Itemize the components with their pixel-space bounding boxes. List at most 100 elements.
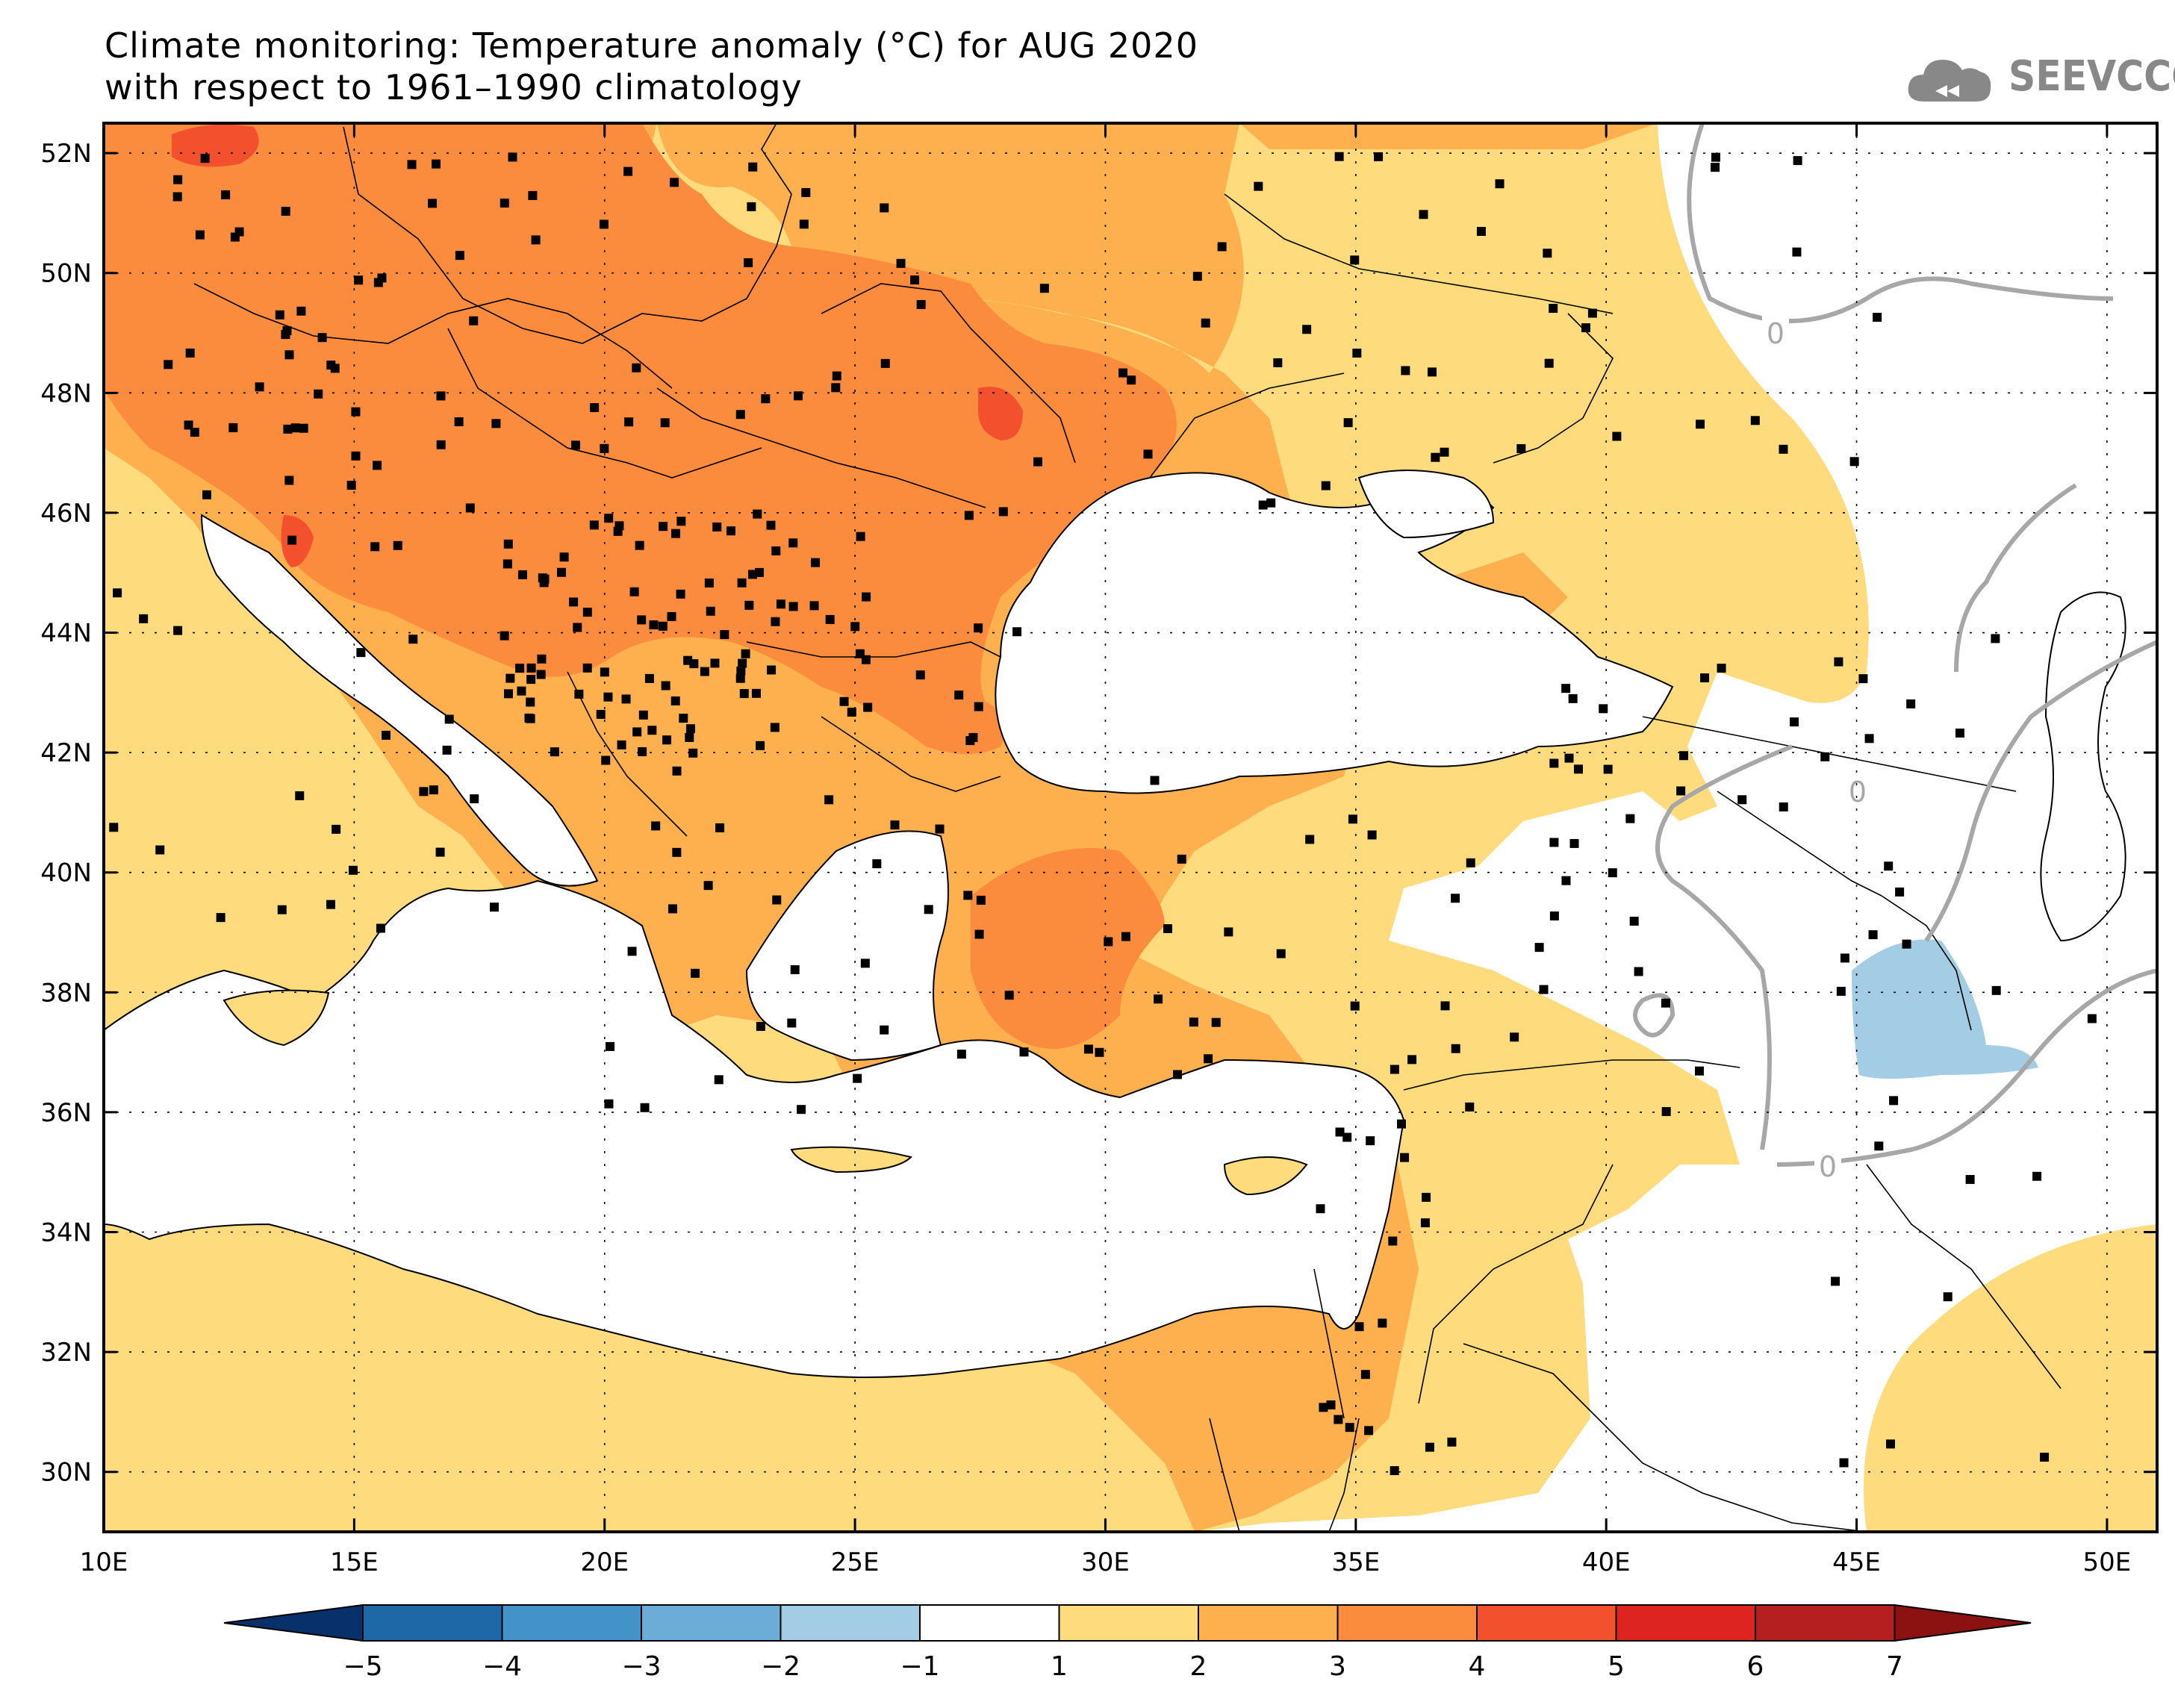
colorbar-bin: [1894, 1603, 2032, 1642]
station-marker: [603, 692, 613, 702]
lon-tick-label: 50E: [2083, 1548, 2132, 1577]
station-marker: [370, 542, 380, 552]
station-marker: [1676, 786, 1686, 796]
station-marker: [155, 845, 165, 855]
station-marker: [537, 654, 547, 664]
cloud-icon: [1908, 60, 1991, 102]
station-marker: [1465, 1102, 1475, 1112]
station-marker: [373, 461, 382, 470]
station-marker: [1401, 366, 1410, 375]
station-marker: [640, 1103, 650, 1112]
station-marker: [382, 730, 391, 740]
station-marker: [676, 589, 685, 599]
station-marker: [526, 675, 536, 685]
station-marker: [442, 745, 452, 755]
station-marker: [500, 198, 509, 208]
station-marker: [632, 727, 642, 737]
station-marker: [1095, 1047, 1104, 1057]
station-marker: [216, 913, 225, 923]
station-marker: [736, 666, 746, 676]
station-marker: [287, 535, 297, 545]
station-marker: [1427, 367, 1437, 377]
station-marker: [230, 232, 240, 242]
axis-ticks: 10E 15E 20E 25E 30E 35E 40E 45E 50E 52N 50N 48N 46N 4…: [40, 123, 2157, 1577]
station-marker: [517, 570, 527, 579]
station-marker: [748, 162, 758, 172]
station-marker: [976, 895, 986, 905]
station-marker: [896, 258, 906, 268]
station-marker: [772, 895, 782, 905]
station-marker: [756, 1021, 765, 1031]
station-marker: [613, 526, 623, 536]
station-marker: [1678, 751, 1688, 761]
station-marker: [536, 670, 546, 679]
station-marker: [589, 520, 599, 530]
colorbar-label: −1: [900, 1651, 939, 1682]
station-marker: [1012, 627, 1022, 637]
station-marker: [704, 578, 714, 587]
station-marker: [1839, 1458, 1849, 1468]
station-marker: [1204, 1054, 1213, 1064]
station-marker: [1390, 1065, 1399, 1074]
station-marker: [766, 520, 776, 530]
station-marker: [627, 947, 637, 956]
station-marker: [831, 383, 841, 393]
station-marker: [801, 187, 811, 197]
anomaly-4-5-b: [978, 387, 1023, 440]
station-marker: [776, 599, 785, 609]
station-marker: [1793, 156, 1802, 166]
station-marker: [1083, 1044, 1093, 1054]
station-marker: [1840, 953, 1849, 963]
station-marker: [1334, 152, 1344, 161]
station-marker: [1258, 500, 1268, 510]
station-marker: [771, 617, 780, 626]
station-marker: [599, 219, 609, 229]
station-marker: [954, 691, 964, 700]
station-marker: [1549, 911, 1559, 921]
station-marker: [1431, 452, 1440, 462]
station-marker: [284, 476, 294, 485]
station-marker: [824, 795, 834, 805]
station-marker: [1302, 325, 1312, 334]
station-marker: [1172, 1070, 1182, 1079]
station-marker: [1991, 634, 2000, 643]
station-marker: [794, 391, 803, 401]
cyprus: [1223, 1156, 1308, 1196]
station-marker: [671, 529, 681, 538]
station-marker: [407, 160, 417, 169]
lon-tick-label: 30E: [1081, 1548, 1130, 1577]
station-marker: [1343, 418, 1353, 428]
station-marker: [1360, 1370, 1370, 1380]
station-marker: [573, 623, 582, 632]
station-marker: [1603, 764, 1613, 774]
station-marker: [1534, 943, 1544, 953]
station-marker: [1737, 795, 1747, 805]
station-marker: [1573, 764, 1583, 774]
station-marker: [517, 686, 526, 696]
station-marker: [924, 905, 933, 914]
station-marker: [1661, 1107, 1671, 1117]
logo-text: SEEVCCC: [2008, 52, 2175, 101]
colorbar-bin: [1058, 1604, 1199, 1642]
station-marker: [317, 333, 327, 343]
station-marker: [139, 614, 149, 623]
station-marker: [284, 350, 294, 360]
station-marker: [1750, 416, 1760, 426]
station-marker: [1425, 1442, 1434, 1452]
station-marker: [296, 306, 306, 316]
station-marker: [346, 481, 356, 490]
station-marker: [202, 490, 211, 499]
station-marker: [855, 649, 865, 658]
station-marker: [1276, 949, 1286, 959]
station-marker: [1700, 673, 1710, 683]
station-marker: [1886, 1439, 1896, 1449]
station-marker: [1694, 1066, 1704, 1076]
station-marker: [1495, 179, 1505, 189]
station-marker: [1420, 1218, 1430, 1228]
colorbar: −5 −4 −3 −2 −1 1 2 3 4 5 6 7: [223, 1603, 2032, 1682]
station-marker: [582, 608, 592, 617]
station-marker: [735, 673, 745, 683]
station-marker: [689, 659, 699, 669]
station-marker: [172, 192, 182, 202]
station-marker: [505, 673, 515, 683]
